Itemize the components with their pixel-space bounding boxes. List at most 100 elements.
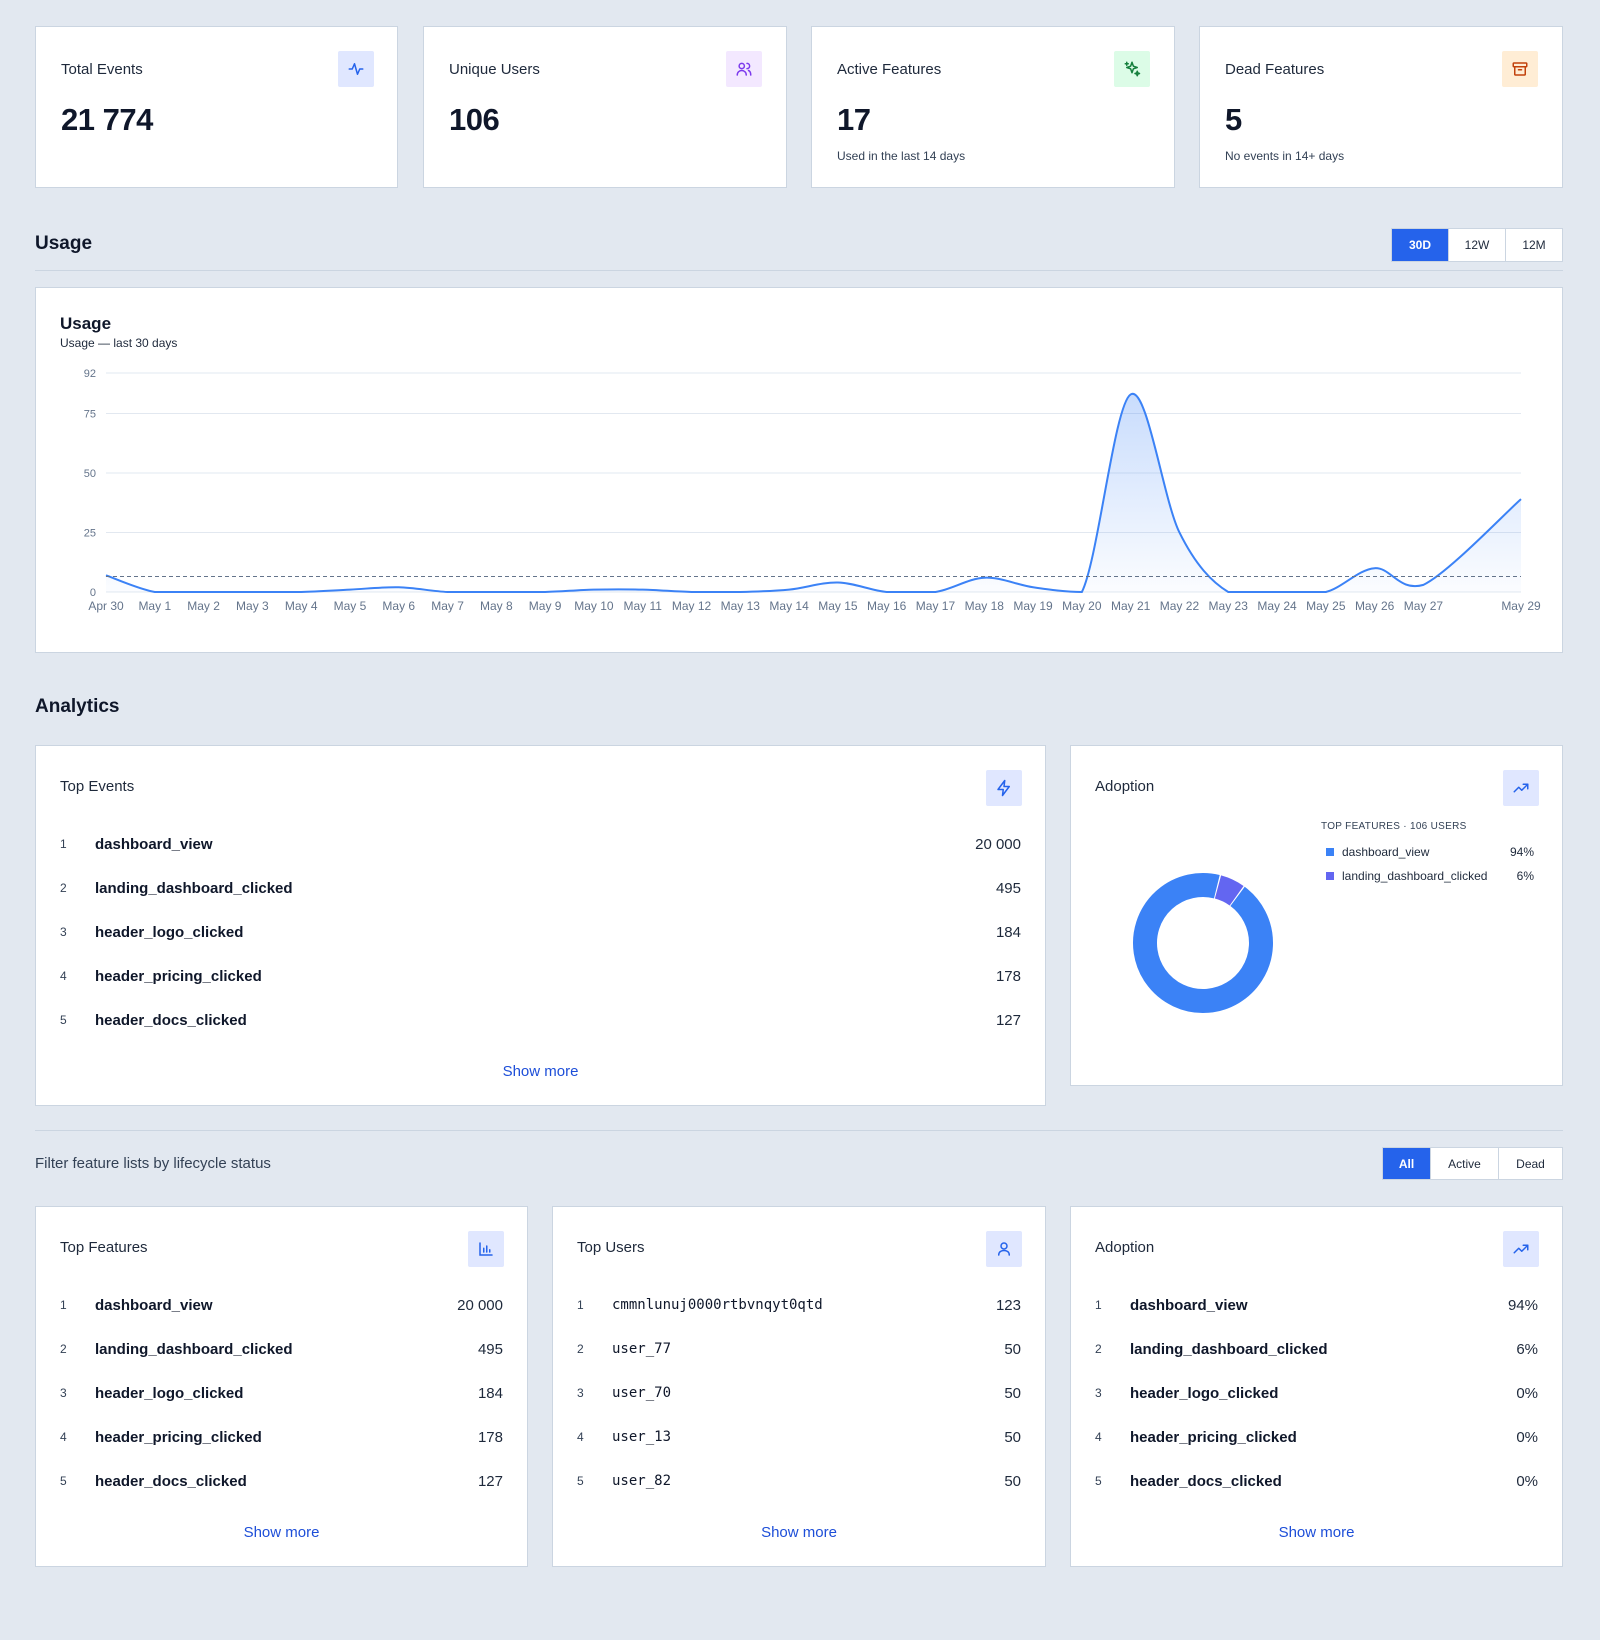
donut-slice[interactable] <box>1133 873 1273 1013</box>
list-item[interactable]: 5 header_docs_clicked 127 <box>60 1008 1021 1032</box>
x-tick-label: May 6 <box>382 599 415 613</box>
feature-name: landing_dashboard_clicked <box>95 1340 293 1358</box>
stat-subtitle: No events in 14+ days <box>1225 149 1345 163</box>
range-12m-button[interactable]: 12M <box>1522 238 1546 252</box>
rank-number: 2 <box>60 881 67 895</box>
feature-count: 184 <box>477 1384 503 1402</box>
list-item[interactable]: 2 user_77 50 <box>577 1337 1021 1361</box>
event-name: header_logo_clicked <box>95 923 244 941</box>
stat-title: Active Features <box>837 61 942 78</box>
event-count: 495 <box>995 879 1021 897</box>
list-item[interactable]: 1 cmmnlunuj0000rtbvnqyt0qtd 123 <box>577 1293 1021 1317</box>
feature-name: header_pricing_clicked <box>1130 1428 1297 1446</box>
x-tick-label: May 18 <box>965 599 1005 613</box>
filter-description: Filter feature lists by lifecycle status <box>35 1155 271 1172</box>
x-tick-label: May 9 <box>529 599 562 613</box>
list-item[interactable]: 4 header_pricing_clicked 0% <box>1095 1425 1538 1449</box>
list-item[interactable]: 4 header_pricing_clicked 178 <box>60 1425 503 1449</box>
list-item[interactable]: 3 header_logo_clicked 184 <box>60 1381 503 1405</box>
adoption-percent: 0% <box>1516 1428 1538 1446</box>
list-item[interactable]: 4 user_13 50 <box>577 1425 1021 1449</box>
rank-number: 5 <box>60 1013 67 1027</box>
y-tick-label: 92 <box>84 368 96 380</box>
rank-number: 2 <box>577 1342 584 1356</box>
list-item[interactable]: 5 header_docs_clicked 127 <box>60 1469 503 1493</box>
user-icon <box>986 1231 1022 1267</box>
y-tick-label: 75 <box>84 408 96 420</box>
list-item[interactable]: 2 landing_dashboard_clicked 495 <box>60 876 1021 900</box>
archive-icon <box>1502 51 1538 87</box>
panel-title: Adoption <box>1095 1239 1155 1256</box>
y-tick-label: 50 <box>84 468 96 480</box>
adoption-list-card: Adoption 1 dashboard_view 94% 2 landing_das… <box>1070 1206 1563 1567</box>
rank-number: 5 <box>60 1474 67 1488</box>
list-item[interactable]: 2 landing_dashboard_clicked 6% <box>1095 1337 1538 1361</box>
list-item[interactable]: 3 user_70 50 <box>577 1381 1021 1405</box>
show-more-link[interactable]: Show more <box>1278 1524 1355 1541</box>
filter-active-button[interactable]: Active <box>1431 1148 1499 1179</box>
x-tick-label: May 26 <box>1355 599 1395 613</box>
event-name: header_docs_clicked <box>95 1011 247 1029</box>
user-id: cmmnlunuj0000rtbvnqyt0qtd <box>612 1297 823 1313</box>
filter-all-button[interactable]: All <box>1383 1148 1431 1179</box>
x-tick-label: May 13 <box>721 599 761 613</box>
list-item[interactable]: 4 header_pricing_clicked 178 <box>60 964 1021 988</box>
show-more-link[interactable]: Show more <box>243 1524 320 1541</box>
usage-line-chart: 0 25 50 75 92 Apr 30 May 1 May 2 May 3 May 4 May 5… <box>84 368 1541 613</box>
stat-card-dead-features: Dead Features 5 No events in 14+ days <box>1199 26 1563 188</box>
x-tick-label: May 29 <box>1501 599 1541 613</box>
feature-count: 20 000 <box>457 1296 503 1314</box>
x-tick-label: May 21 <box>1111 599 1151 613</box>
x-tick-label: Apr 30 <box>88 599 124 613</box>
x-tick-label: May 7 <box>431 599 464 613</box>
x-tick-label: May 10 <box>574 599 614 613</box>
legend-title: TOP FEATURES · 106 USERS <box>1321 821 1467 832</box>
legend-swatch <box>1326 848 1334 856</box>
list-item[interactable]: 5 user_82 50 <box>577 1469 1021 1493</box>
feature-count: 495 <box>477 1340 503 1358</box>
event-count: 20 000 <box>975 835 1021 853</box>
user-count: 50 <box>1004 1340 1021 1358</box>
feature-name: dashboard_view <box>95 1296 213 1314</box>
donut-slice[interactable] <box>1214 875 1244 906</box>
show-more-link[interactable]: Show more <box>761 1524 837 1541</box>
feature-name: header_docs_clicked <box>1130 1472 1282 1490</box>
adoption-percent: 0% <box>1516 1384 1538 1402</box>
range-30d-button[interactable]: 30D <box>1392 229 1449 261</box>
list-item[interactable]: 3 header_logo_clicked 0% <box>1095 1381 1538 1405</box>
legend-item: dashboard_view 94% <box>1326 844 1534 860</box>
rank-number: 2 <box>60 1342 67 1356</box>
x-tick-label: May 27 <box>1404 599 1444 613</box>
list-item[interactable]: 1 dashboard_view 20 000 <box>60 832 1021 856</box>
stat-title: Unique Users <box>449 61 540 78</box>
event-count: 178 <box>995 967 1021 985</box>
top-events-card: Top Events 1 dashboard_view 20 000 2 landin… <box>35 745 1046 1106</box>
rank-number: 5 <box>1095 1474 1102 1488</box>
list-item[interactable]: 1 dashboard_view 94% <box>1095 1293 1538 1317</box>
x-tick-label: May 17 <box>916 599 956 613</box>
list-item[interactable]: 1 dashboard_view 20 000 <box>60 1293 503 1317</box>
usage-section-title: Usage <box>35 233 93 254</box>
filter-dead-button[interactable]: Dead <box>1516 1156 1545 1171</box>
user-id: user_82 <box>612 1473 672 1489</box>
rank-number: 3 <box>577 1386 584 1400</box>
feature-name: header_pricing_clicked <box>95 1428 262 1446</box>
panel-title: Top Events <box>60 778 135 795</box>
list-item[interactable]: 5 header_docs_clicked 0% <box>1095 1469 1538 1493</box>
rank-number: 5 <box>577 1474 584 1488</box>
usage-area-fill <box>106 393 1521 592</box>
stat-title: Dead Features <box>1225 61 1325 78</box>
list-item[interactable]: 3 header_logo_clicked 184 <box>60 920 1021 944</box>
top-users-card: Top Users 1 cmmnlunuj0000rtbvnqyt0qtd 123 … <box>552 1206 1046 1567</box>
range-12w-button[interactable]: 12W <box>1449 229 1506 261</box>
rank-number: 4 <box>1095 1430 1102 1444</box>
x-tick-label: May 5 <box>334 599 367 613</box>
show-more-link[interactable]: Show more <box>502 1063 579 1080</box>
section-divider <box>35 1130 1563 1131</box>
activity-icon <box>338 51 374 87</box>
x-tick-label: May 2 <box>187 599 220 613</box>
bar-chart-icon <box>468 1231 504 1267</box>
list-item[interactable]: 2 landing_dashboard_clicked 495 <box>60 1337 503 1361</box>
panel-title: Adoption <box>1095 778 1155 795</box>
chart-subtitle: Usage — last 30 days <box>60 336 178 350</box>
